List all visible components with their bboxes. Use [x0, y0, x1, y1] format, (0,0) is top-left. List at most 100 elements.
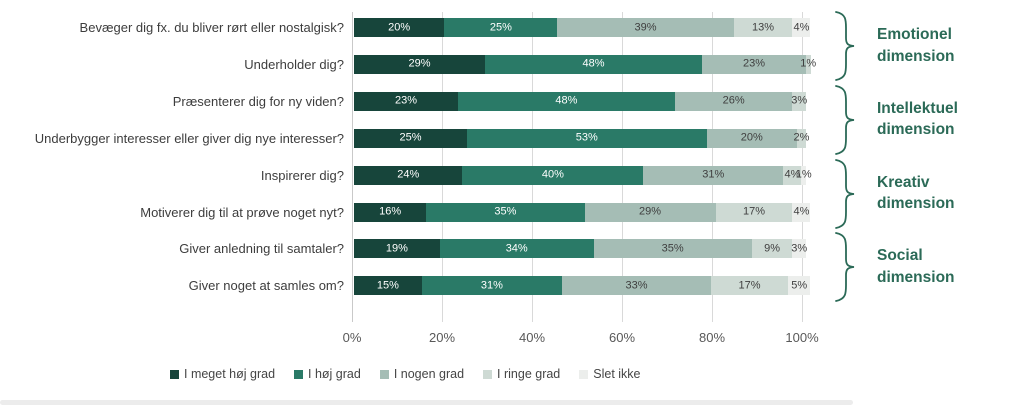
segment-value-label: 24% — [397, 168, 420, 181]
stacked-bar: 15% 31% 33% 17% 5% — [354, 276, 811, 296]
legend-item: Slet ikke — [579, 367, 641, 381]
bar-segment: 25% — [354, 128, 467, 148]
category-label: Underholder dig? — [244, 56, 344, 72]
segment-value-label: 2% — [793, 131, 810, 144]
category-label: Underbygger interesser eller giver dig n… — [34, 130, 344, 146]
gridline — [352, 12, 353, 322]
segment-value-label: 33% — [625, 279, 648, 292]
bar-segment: 53% — [467, 128, 707, 148]
segment-value-label: 5% — [791, 279, 808, 292]
dimension-label: Emotionel dimension — [877, 25, 955, 65]
bar-segment: 5% — [787, 276, 811, 296]
bar-segment: 16% — [354, 202, 427, 222]
legend-label: I meget høj grad — [184, 367, 276, 381]
bar-segment: 35% — [593, 239, 752, 259]
bar-segment: 24% — [354, 165, 463, 185]
segment-value-label: 1% — [800, 57, 817, 70]
stacked-bar: 20% 25% 39% 13% 4% — [354, 18, 811, 37]
x-tick-label: 100% — [785, 330, 819, 345]
segment-value-label: 4% — [784, 168, 801, 181]
bar-segment: 25% — [444, 18, 558, 37]
dimension-label: Intellektuel dimension — [877, 99, 958, 139]
legend-swatch — [170, 369, 179, 379]
category-label: Giver anledning til samtaler? — [179, 241, 344, 257]
group-brace — [832, 156, 858, 232]
stacked-bar: 25% 53% 20% 2% — [354, 128, 809, 148]
segment-value-label: 20% — [388, 21, 411, 33]
segment-value-label: 17% — [738, 279, 761, 292]
x-tick-label: 80% — [698, 330, 726, 345]
segment-value-label: 40% — [541, 168, 564, 181]
segment-value-label: 29% — [639, 205, 662, 218]
segment-value-label: 20% — [740, 131, 763, 144]
bar-segment: 17% — [715, 202, 793, 222]
chart-row: Giver anledning til samtaler? 19% 34% 35% 9%… — [0, 239, 808, 259]
bar-segment: 1% — [800, 54, 816, 74]
segment-value-label: 35% — [494, 205, 517, 218]
legend-swatch — [483, 369, 493, 379]
bar-segment: 15% — [354, 276, 422, 296]
legend-item: I høj grad — [294, 367, 361, 381]
legend-label: I nogen grad — [393, 367, 465, 381]
category-label: Giver noget at samles om? — [188, 278, 344, 294]
chart-row: Bevæger dig fx. du bliver rørt eller nos… — [0, 18, 811, 37]
segment-value-label: 4% — [793, 205, 810, 218]
segment-value-label: 4% — [793, 21, 810, 33]
bottom-divider — [0, 400, 853, 405]
chart-row: Underholder dig? 29% 48% 23% 1% — [0, 54, 816, 74]
chart-row: Motiverer dig til at prøve noget nyt? 16%… — [0, 202, 811, 222]
bar-segment: 31% — [421, 276, 562, 296]
bar-segment: 29% — [354, 54, 486, 74]
segment-value-label: 13% — [752, 21, 775, 33]
segment-value-label: 19% — [385, 242, 408, 255]
segment-value-label: 25% — [399, 131, 422, 144]
bar-segment: 17% — [711, 276, 788, 296]
category-label: Motiverer dig til at prøve noget nyt? — [140, 204, 344, 220]
bar-segment: 48% — [485, 54, 703, 74]
segment-value-label: 25% — [489, 21, 512, 33]
brace-icon — [835, 11, 855, 81]
chart-row: Inspirerer dig? 24% 40% 31% 4% 1% — [0, 165, 812, 185]
dimension-label: Kreativ dimension — [877, 173, 955, 213]
bar-segment: 31% — [643, 165, 784, 185]
segment-value-label: 31% — [480, 279, 503, 292]
segment-value-label: 35% — [661, 242, 684, 255]
segment-value-label: 3% — [791, 242, 808, 255]
bar-segment: 19% — [354, 239, 440, 259]
legend-label: Slet ikke — [593, 367, 641, 381]
stacked-bar: 19% 34% 35% 9% 3% — [354, 239, 808, 259]
legend-item: I meget høj grad — [170, 367, 275, 381]
bar-segment: 1% — [796, 165, 812, 185]
segment-value-label: 53% — [575, 131, 598, 144]
bar-segment: 39% — [557, 18, 734, 37]
bar-segment: 40% — [462, 165, 644, 185]
category-label: Inspirerer dig? — [260, 167, 344, 183]
legend-item: I nogen grad — [379, 367, 465, 381]
segment-value-label: 3% — [791, 94, 808, 107]
bar-segment: 13% — [733, 18, 793, 37]
chart-row: Præsenterer dig for ny viden? 23% 48% 26% 3% — [0, 91, 808, 111]
bar-segment: 29% — [584, 202, 716, 222]
category-label: Præsenterer dig for ny viden? — [172, 93, 344, 109]
x-tick-label: 60% — [608, 330, 636, 345]
chart-row: Giver noget at samles om? 15% 31% 33% 17% 5% — [0, 276, 811, 296]
bar-segment: 2% — [794, 128, 809, 148]
brace-icon — [835, 232, 855, 303]
bar-segment: 20% — [354, 18, 445, 37]
category-label: Bevæger dig fx. du bliver rørt eller nos… — [79, 20, 344, 35]
bar-segment: 3% — [791, 239, 808, 259]
segment-value-label: 29% — [408, 57, 431, 70]
segment-value-label: 23% — [394, 94, 417, 107]
bar-segment: 26% — [674, 91, 793, 111]
bar-segment: 23% — [702, 54, 806, 74]
segment-value-label: 26% — [722, 94, 745, 107]
legend-label: I ringe grad — [497, 367, 561, 381]
bar-segment: 4% — [792, 18, 811, 37]
dimension-label: Social dimension — [877, 247, 955, 287]
segment-value-label: 34% — [505, 242, 528, 255]
segment-value-label: 23% — [742, 57, 766, 70]
bar-segment: 4% — [792, 202, 811, 222]
stacked-bar: 24% 40% 31% 4% 1% — [354, 165, 812, 185]
group-brace — [832, 82, 858, 158]
